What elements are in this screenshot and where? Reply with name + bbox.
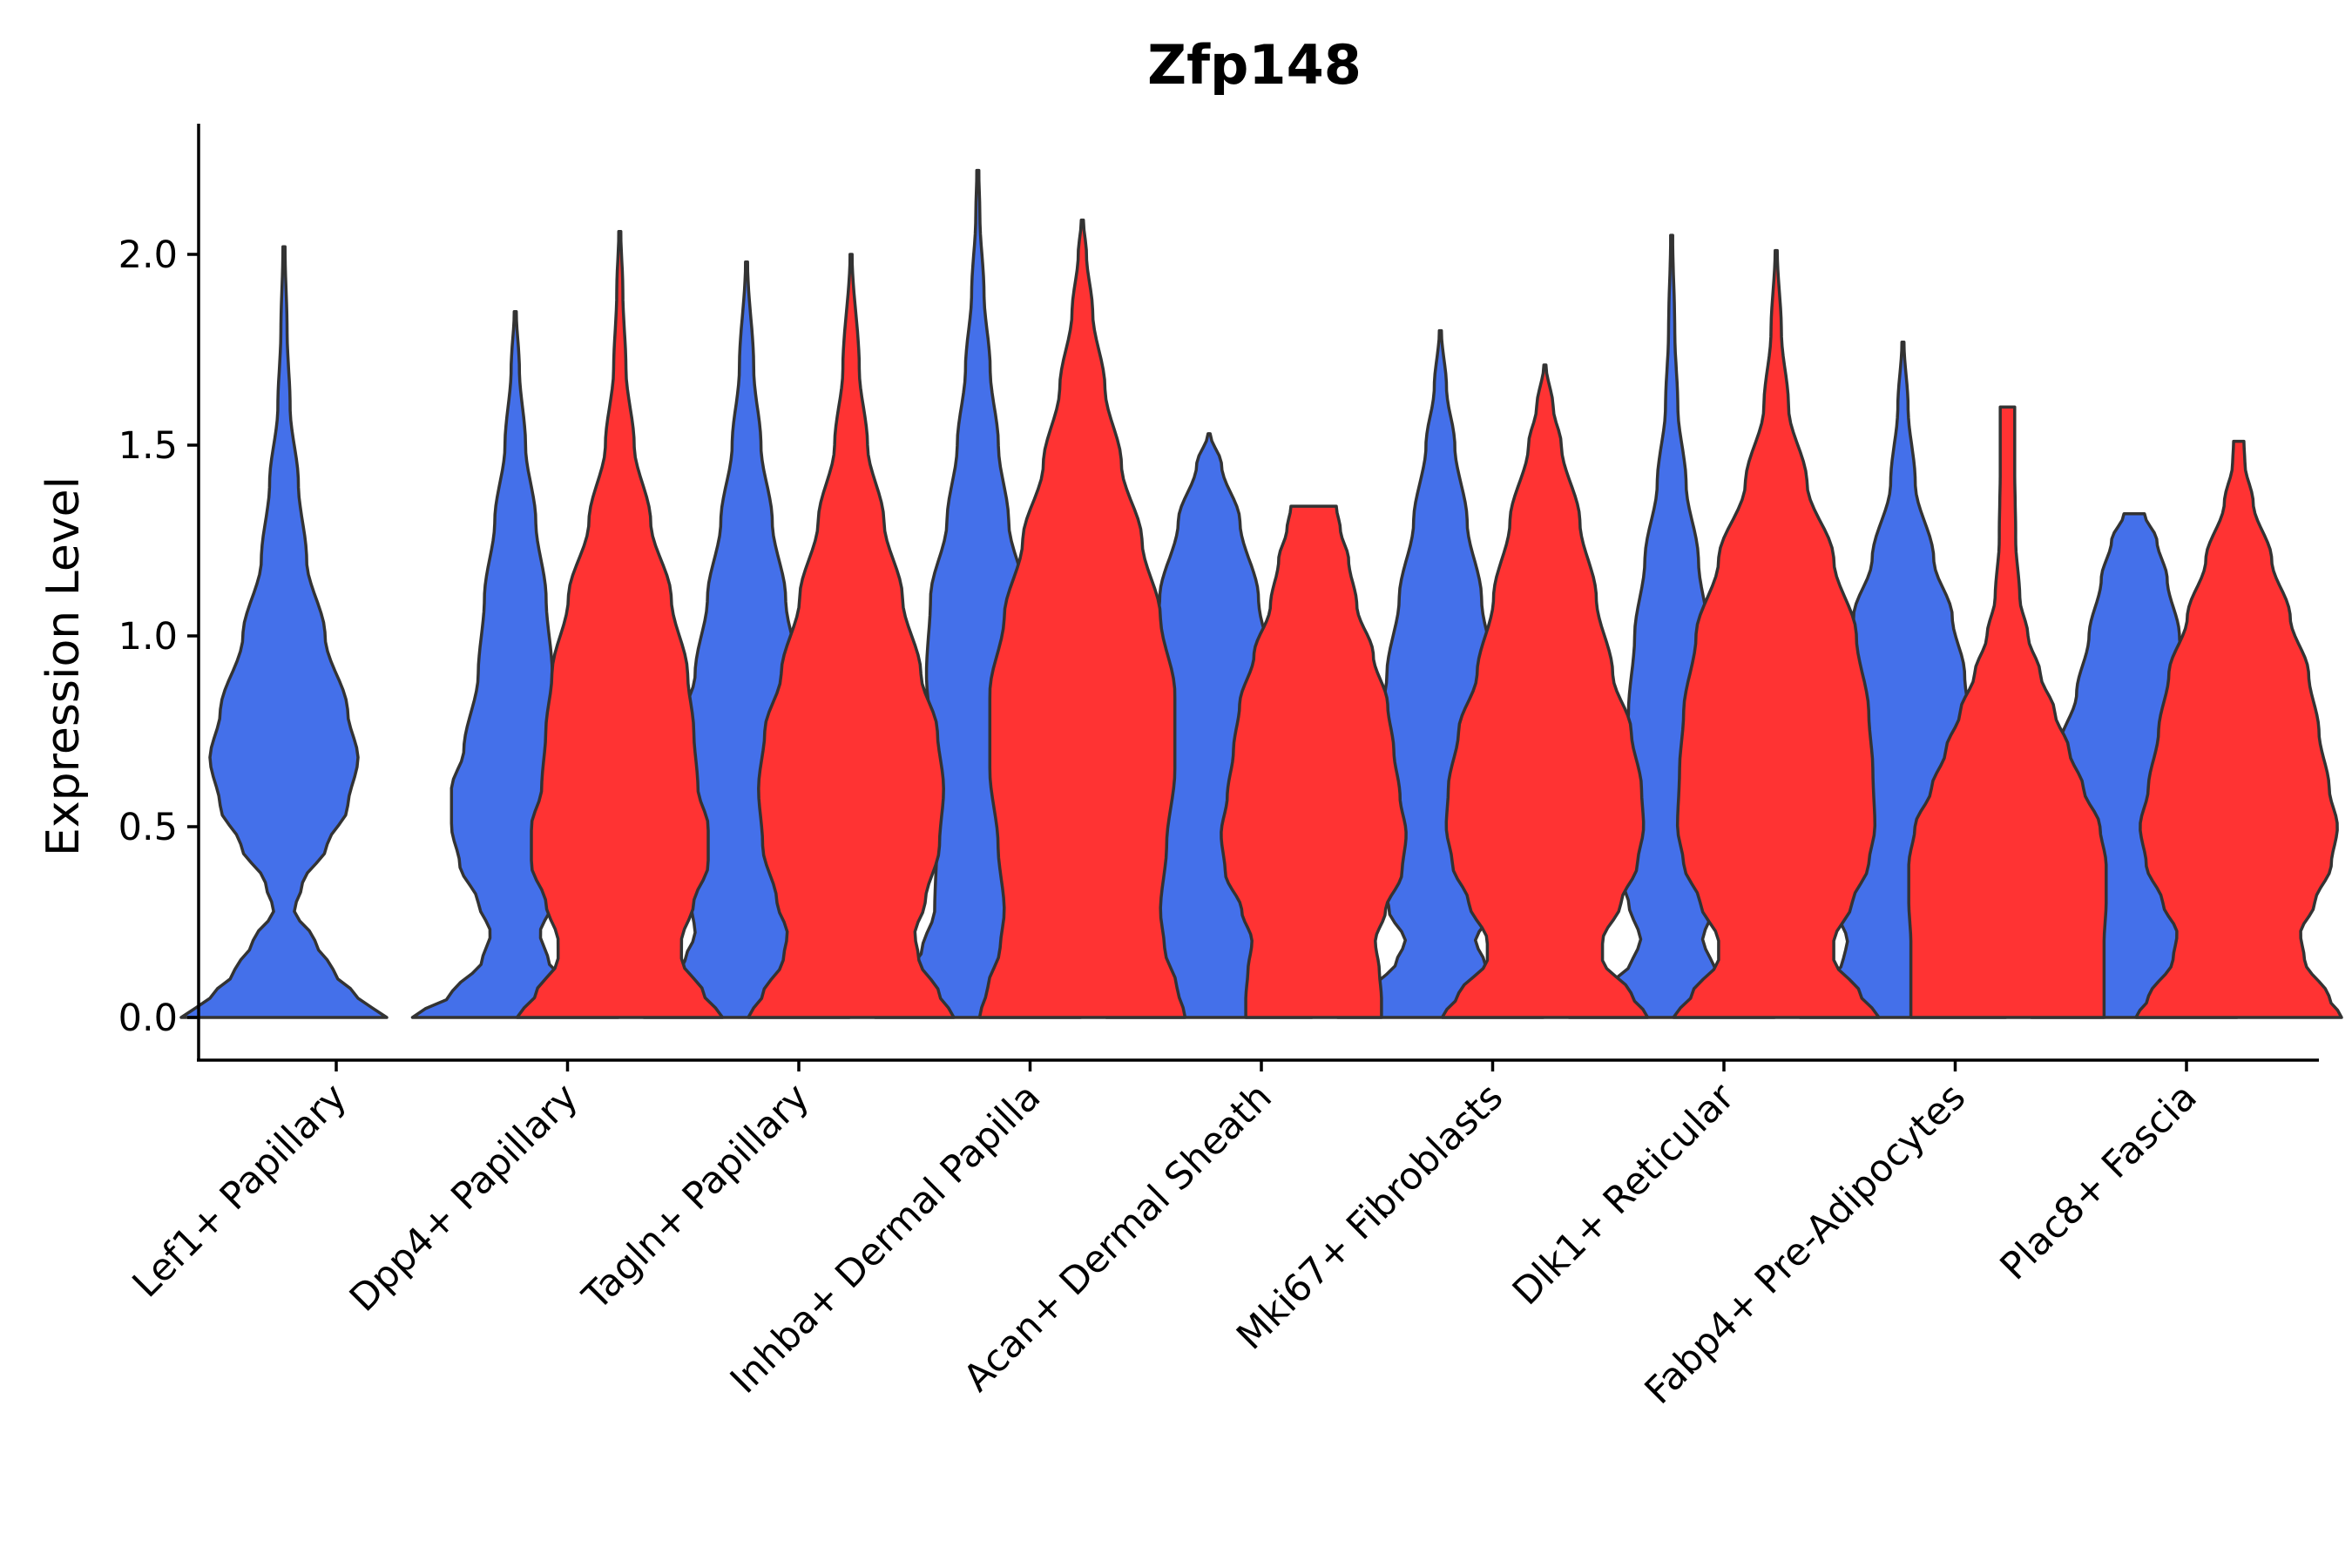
- x-tick-label-dpp4-papillary: Dpp4+ Papillary: [341, 1075, 586, 1320]
- y-tick-label: 0.5: [118, 806, 178, 849]
- violin-inhba-dermal-papilla-series-2: [977, 218, 1187, 1019]
- violin-dpp4-papillary-series-2: [515, 229, 725, 1019]
- violin-plac8-fascia-series-2: [2134, 439, 2343, 1019]
- y-tick-label: 1.5: [118, 424, 178, 468]
- y-axis-ticks: 0.0 0.5 1.0 1.5 2.0: [118, 233, 199, 1040]
- violin-fabp4-pre-adipocytes-series-2: [1907, 405, 2108, 1019]
- violin-acan-dermal-sheath-series-2: [1220, 504, 1408, 1019]
- x-tick-label-plac8-fascia: Plac8+ Fascia: [1992, 1075, 2206, 1288]
- violin-tagln-papillary-series-2: [747, 253, 956, 1019]
- violin-lef1-papillary-series-1: [179, 245, 389, 1019]
- violin-mki67-fibroblasts-series-2: [1440, 363, 1650, 1019]
- x-tick-label-dlk1-reticular: Dlk1+ Reticular: [1504, 1075, 1743, 1314]
- y-tick-label: 1.0: [118, 615, 178, 659]
- violin-layer: [179, 168, 2343, 1019]
- chart-title: Zfp148: [1147, 33, 1362, 97]
- x-tick-label-tagln-papillary: Tagln+ Papillary: [574, 1075, 818, 1319]
- x-tick-label-mki67-fibroblasts: Mki67+ Fibroblasts: [1228, 1075, 1511, 1358]
- x-tick-label-lef1-papillary: Lef1+ Papillary: [125, 1075, 355, 1306]
- y-axis-label: Expression Level: [37, 476, 90, 856]
- y-tick-label: 2.0: [118, 233, 178, 277]
- y-tick-label: 0.0: [118, 997, 178, 1040]
- violin-dlk1-reticular-series-2: [1672, 248, 1881, 1019]
